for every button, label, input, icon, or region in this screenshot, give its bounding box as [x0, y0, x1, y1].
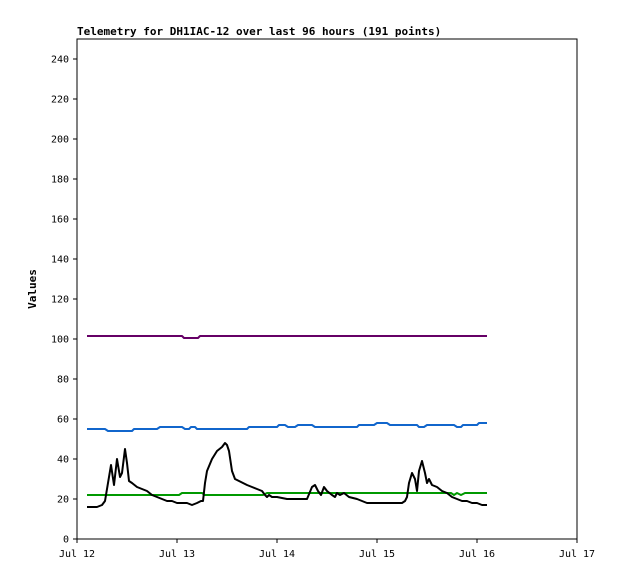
y-tick-label: 220: [51, 95, 69, 106]
y-tick-label: 200: [51, 135, 69, 146]
y-tick-label: 20: [57, 495, 69, 506]
y-tick-label: 80: [57, 375, 69, 386]
y-tick-label: 140: [51, 255, 69, 266]
series-line-1: [87, 335, 487, 339]
x-axis: Jul 12 Jul 13 Jul 14 Jul 15 Jul 16 Jul 17: [59, 539, 595, 560]
x-tick-label: Jul 17: [559, 549, 595, 560]
series-line-3: [87, 492, 487, 496]
x-tick-label: Jul 16: [459, 549, 495, 560]
x-tick-label: Jul 12: [59, 549, 95, 560]
y-tick-label: 0: [63, 535, 69, 546]
x-tick-label: Jul 13: [159, 549, 195, 560]
y-tick-label: 180: [51, 175, 69, 186]
y-tick-label: 160: [51, 215, 69, 226]
y-tick-label: 240: [51, 55, 69, 66]
y-tick-label: 60: [57, 415, 69, 426]
chart-title: Telemetry for DH1IAC-12 over last 96 hou…: [77, 25, 441, 38]
y-tick-label: 40: [57, 455, 69, 466]
x-tick-label: Jul 14: [259, 549, 295, 560]
series-layer: [87, 335, 487, 508]
y-axis-label: Values: [26, 269, 39, 309]
x-tick-label: Jul 15: [359, 549, 395, 560]
series-line-2: [87, 422, 487, 432]
y-tick-label: 100: [51, 335, 69, 346]
y-axis: 0 20 40 60 80 100 120 140 160 180 200 220 240: [51, 55, 77, 546]
series-line-4: [87, 442, 487, 508]
plot-frame: [76, 38, 578, 540]
y-tick-label: 120: [51, 295, 69, 306]
